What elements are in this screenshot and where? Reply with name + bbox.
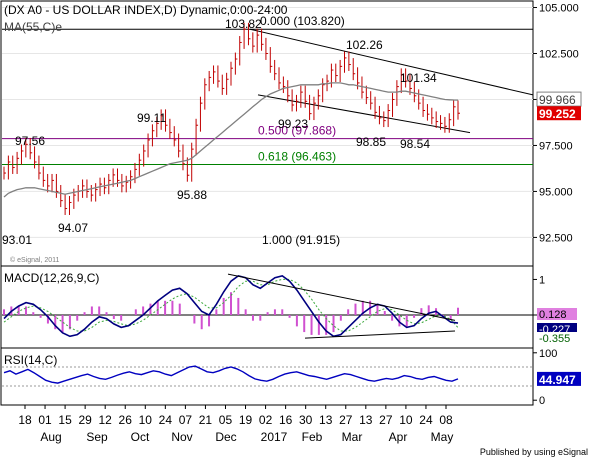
x-month-label: May	[431, 430, 454, 444]
x-day-label: 24	[419, 413, 433, 427]
price-annotation: 98.54	[400, 137, 430, 151]
price-annotation: 99.11	[137, 111, 166, 125]
x-day-label: 29	[78, 413, 92, 427]
price-annotation: 95.88	[177, 188, 207, 202]
fib-level-label: 1.000 (91.915)	[262, 233, 340, 247]
close-value-label: 99.252	[539, 107, 576, 121]
rsi-line	[3, 365, 459, 384]
macd-trendline-lower	[304, 330, 456, 339]
ma-value-label: 99.966	[539, 93, 576, 107]
lower-trendline	[257, 94, 471, 134]
price-bars	[3, 22, 460, 215]
x-day-label: 19	[239, 413, 253, 427]
x-month-label: Mar	[342, 430, 363, 444]
price-annotation: 99.23	[278, 117, 308, 131]
macd-value-tag	[537, 308, 577, 320]
fib-level-label: 0.618 (96.463)	[258, 150, 336, 164]
x-month-label: Sep	[86, 430, 108, 444]
rsi-value-label: 44.947	[539, 373, 576, 387]
moving-average	[3, 82, 459, 198]
x-day-label: 02	[259, 413, 273, 427]
x-day-label: 08	[439, 413, 453, 427]
x-day-label: 24	[159, 413, 173, 427]
x-day-label: 27	[339, 413, 353, 427]
x-month-label: Dec	[215, 430, 236, 444]
macd-series	[2, 273, 533, 339]
price-annotation: 103.82	[225, 17, 262, 31]
x-day-label: 05	[219, 413, 233, 427]
macd-value-tag	[537, 332, 577, 344]
macd-tick-label: 1	[539, 274, 545, 286]
rsi-series	[2, 365, 533, 387]
x-day-label: 30	[299, 413, 313, 427]
x-day-label: 12	[99, 413, 113, 427]
rsi-title: RSI(14,C)	[4, 353, 57, 367]
x-day-label: 10	[139, 413, 153, 427]
fibonacci-levels: 0.000 (103.820) 0.500 (97.868) 0.618 (96.4…	[2, 14, 533, 247]
x-month-label: Apr	[389, 430, 408, 444]
price-tick-label: 92.500	[539, 232, 573, 244]
macd-pane-frame	[0, 265, 534, 349]
macd-value-label: -0.355	[539, 333, 570, 345]
credit-text: Published by using eSignal	[480, 447, 588, 457]
price-annotation: 94.07	[58, 221, 88, 235]
x-day-label: 10	[399, 413, 413, 427]
price-annotation: 93.01	[2, 233, 32, 247]
ma55-line	[3, 82, 459, 198]
macd-signal-line	[3, 278, 459, 332]
price-annotation: 101.34	[400, 71, 437, 85]
price-tick-label: 95.000	[539, 186, 573, 198]
rsi-tick-label: 0	[539, 395, 545, 407]
rsi-value-tag	[537, 371, 581, 386]
trend-lines	[249, 28, 534, 134]
x-day-label: 13	[319, 413, 333, 427]
x-day-label: 01	[38, 413, 52, 427]
x-month-label: Nov	[171, 430, 192, 444]
x-day-label: 26	[119, 413, 133, 427]
x-day-label: 15	[58, 413, 72, 427]
ma-value-tag	[536, 91, 582, 107]
x-day-label: 16	[279, 413, 293, 427]
chart-title: (DX A0 - US DOLLAR INDEX,D) Dynamic,0:00…	[4, 3, 288, 17]
price-annotation: 98.85	[356, 135, 386, 149]
macd-value-label: 0.128	[539, 309, 567, 321]
x-day-label: 07	[179, 413, 193, 427]
x-day-label: 21	[199, 413, 213, 427]
x-month-label: Aug	[40, 430, 61, 444]
axes: 92.50095.00097.500100.000102.500105.0009…	[18, 3, 582, 444]
rsi-tick-label: 100	[539, 348, 557, 360]
fib-level-label: 0.500 (97.868)	[258, 124, 336, 138]
x-day-label: 18	[18, 413, 32, 427]
x-month-label: 2017	[261, 430, 288, 444]
price-tick-label: 105.000	[539, 3, 579, 15]
price-tick-label: 102.500	[539, 48, 579, 60]
fib-level-label: 0.000 (103.820)	[260, 14, 345, 28]
price-annotations: 103.82 102.26 101.34 99.23 98.85 98.54 99.11 97…	[2, 17, 437, 247]
price-annotation: 102.26	[346, 38, 383, 52]
x-month-label: Feb	[302, 430, 323, 444]
watermark: © eSignal, 2011	[10, 256, 60, 264]
upper-trendline	[249, 28, 534, 96]
x-day-label: 13	[359, 413, 373, 427]
price-annotation: 97.56	[15, 134, 45, 148]
x-month-label: Oct	[131, 430, 150, 444]
ma-legend: MA(55,C)e	[4, 20, 62, 34]
macd-trendline-upper	[227, 273, 456, 321]
macd-title: MACD(12,26,9,C)	[4, 271, 99, 285]
price-pane-frame	[0, 0, 534, 267]
rsi-pane-frame	[0, 347, 534, 406]
price-tick-label: 97.500	[539, 140, 573, 152]
x-day-label: 27	[379, 413, 393, 427]
close-value-tag	[537, 106, 581, 121]
